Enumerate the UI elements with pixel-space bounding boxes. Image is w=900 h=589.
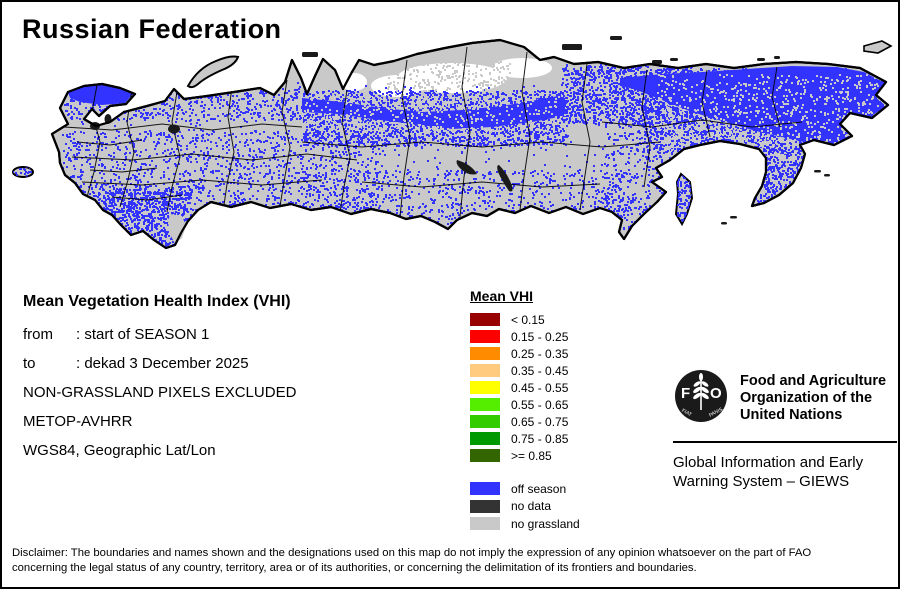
legend-swatch bbox=[470, 313, 500, 326]
legend-swatch bbox=[470, 432, 500, 445]
info-row-value: NON-GRASSLAND PIXELS EXCLUDED bbox=[23, 384, 297, 401]
legend-swatch bbox=[470, 415, 500, 428]
fao-logo-icon: F O FIAT PANIS bbox=[673, 368, 729, 429]
svg-text:F: F bbox=[681, 385, 690, 402]
svg-text:O: O bbox=[710, 385, 722, 402]
org-name-line: Food and Agriculture bbox=[740, 373, 887, 389]
program-name: Global Information and Early Warning Sys… bbox=[673, 453, 897, 491]
legend-swatch bbox=[470, 347, 500, 360]
legend-swatch bbox=[470, 517, 500, 531]
page-title: Russian Federation bbox=[22, 14, 282, 44]
legend-label: < 0.15 bbox=[511, 312, 545, 327]
branding-divider bbox=[673, 441, 897, 443]
disclaimer-line: Disclaimer: The boundaries and names sho… bbox=[12, 547, 812, 559]
legend-class-row: 0.35 - 0.45 bbox=[470, 362, 580, 379]
legend-swatch bbox=[470, 482, 500, 496]
legend-label: no grassland bbox=[511, 516, 580, 531]
legend-swatch bbox=[470, 330, 500, 343]
info-row: from : start of SEASON 1 bbox=[23, 326, 296, 355]
legend-swatch bbox=[470, 449, 500, 462]
org-name-line: Organization of the bbox=[740, 390, 873, 406]
legend-label: 0.25 - 0.35 bbox=[511, 346, 569, 361]
legend-label: 0.45 - 0.55 bbox=[511, 380, 569, 395]
info-heading: Mean Vegetation Health Index (VHI) bbox=[23, 293, 291, 310]
legend-label: 0.55 - 0.65 bbox=[511, 397, 569, 412]
legend-label: 0.35 - 0.45 bbox=[511, 363, 569, 378]
disclaimer-line: concerning the legal status of any count… bbox=[12, 561, 697, 574]
program-name-line: Global Information and Early bbox=[673, 454, 864, 471]
svg-text:FIAT: FIAT bbox=[680, 408, 692, 418]
org-name: Food and Agriculture Organization of the… bbox=[740, 368, 886, 424]
legend-class-row: 0.75 - 0.85 bbox=[470, 430, 580, 447]
legend-extra: off season no data no grassland bbox=[470, 480, 580, 533]
legend-extra-row: no grassland bbox=[470, 515, 580, 533]
map-info-block: Mean Vegetation Health Index (VHI) from:… bbox=[23, 293, 296, 471]
disclaimer: Disclaimer: The boundaries and names sho… bbox=[12, 546, 892, 575]
legend-label: 0.15 - 0.25 bbox=[511, 329, 569, 344]
legend-class-row: 0.25 - 0.35 bbox=[470, 345, 580, 362]
legend-class-row: 0.55 - 0.65 bbox=[470, 396, 580, 413]
legend-label: no data bbox=[511, 499, 552, 514]
legend-label: off season bbox=[511, 481, 567, 496]
legend-swatch bbox=[470, 364, 500, 377]
legend: Mean VHI < 0.15 0.15 - 0.25 0.25 - 0.35 0.3… bbox=[470, 288, 580, 533]
legend-class-row: >= 0.85 bbox=[470, 447, 580, 464]
info-row-value: WGS84, Geographic Lat/Lon bbox=[23, 442, 216, 459]
info-row: to : dekad 3 December 2025 bbox=[23, 355, 296, 384]
program-name-line: Warning System – GIEWS bbox=[673, 473, 850, 490]
fao-branding: F O FIAT PANIS Food and Agriculture Organiz… bbox=[673, 368, 897, 491]
legend-class-row: 0.45 - 0.55 bbox=[470, 379, 580, 396]
legend-label: 0.75 - 0.85 bbox=[511, 431, 569, 446]
legend-swatch bbox=[470, 398, 500, 411]
info-row-label: from bbox=[23, 326, 53, 343]
info-row: WGS84, Geographic Lat/Lon bbox=[23, 442, 296, 471]
legend-extra-row: no data bbox=[470, 498, 580, 516]
info-row-value: METOP-AVHRR bbox=[23, 413, 133, 430]
legend-label: 0.65 - 0.75 bbox=[511, 414, 569, 429]
info-row-label: to bbox=[23, 355, 36, 372]
legend-title: Mean VHI bbox=[470, 288, 534, 304]
legend-swatch bbox=[470, 381, 500, 394]
legend-classes: < 0.15 0.15 - 0.25 0.25 - 0.35 0.35 - 0.45 0… bbox=[470, 311, 580, 464]
legend-class-row: < 0.15 bbox=[470, 311, 580, 328]
legend-swatch bbox=[470, 499, 500, 513]
vhi-map bbox=[2, 2, 898, 302]
info-row-value: : dekad 3 December 2025 bbox=[76, 355, 249, 372]
info-row-value: : start of SEASON 1 bbox=[76, 326, 210, 343]
legend-label: >= 0.85 bbox=[511, 448, 552, 463]
legend-extra-row: off season bbox=[470, 480, 580, 498]
info-row: NON-GRASSLAND PIXELS EXCLUDED bbox=[23, 384, 296, 413]
legend-class-row: 0.65 - 0.75 bbox=[470, 413, 580, 430]
legend-class-row: 0.15 - 0.25 bbox=[470, 328, 580, 345]
info-row: METOP-AVHRR bbox=[23, 413, 296, 442]
info-rows: from : start of SEASON 1 to : dekad 3 Decem… bbox=[23, 326, 296, 471]
org-name-line: United Nations bbox=[740, 407, 843, 423]
